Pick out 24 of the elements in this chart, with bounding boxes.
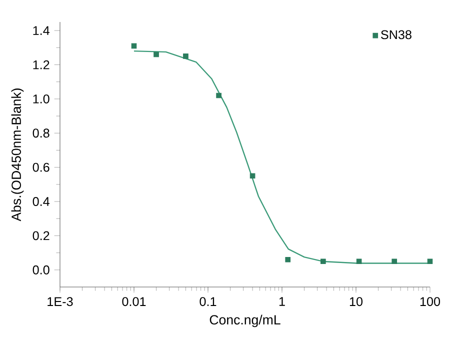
x-tick-label: 0.01 bbox=[122, 297, 146, 306]
x-tick-label: 100 bbox=[420, 297, 440, 306]
x-tick-label: 10 bbox=[350, 297, 363, 306]
point bbox=[216, 92, 222, 98]
y-tick-label: 0.8 bbox=[32, 128, 50, 138]
legend-label: SN38 bbox=[381, 30, 412, 40]
x-tick-label: 1E-3 bbox=[48, 297, 73, 306]
point bbox=[392, 258, 398, 264]
y-tick-label: 0.6 bbox=[32, 162, 50, 172]
y-tick-label: 0.0 bbox=[32, 265, 50, 274]
point bbox=[183, 54, 188, 59]
y-tick-label: 0.2 bbox=[32, 231, 50, 240]
y-axis-title: Abs.(OD450nm-Blank) bbox=[11, 88, 24, 222]
point bbox=[356, 258, 362, 264]
x-tick-label: 0.1 bbox=[200, 297, 216, 306]
y-tick-label: 1.4 bbox=[33, 26, 50, 35]
x-tick-label: 1 bbox=[279, 297, 285, 306]
point bbox=[285, 256, 291, 262]
point bbox=[427, 258, 433, 264]
y-tick-label: 1.2 bbox=[33, 60, 50, 70]
point bbox=[320, 258, 326, 264]
y-tick-label: 1.0 bbox=[33, 94, 50, 104]
y-tick-label: 0.4 bbox=[32, 197, 50, 206]
x-axis-title: Conc.ng/mL bbox=[210, 314, 280, 328]
